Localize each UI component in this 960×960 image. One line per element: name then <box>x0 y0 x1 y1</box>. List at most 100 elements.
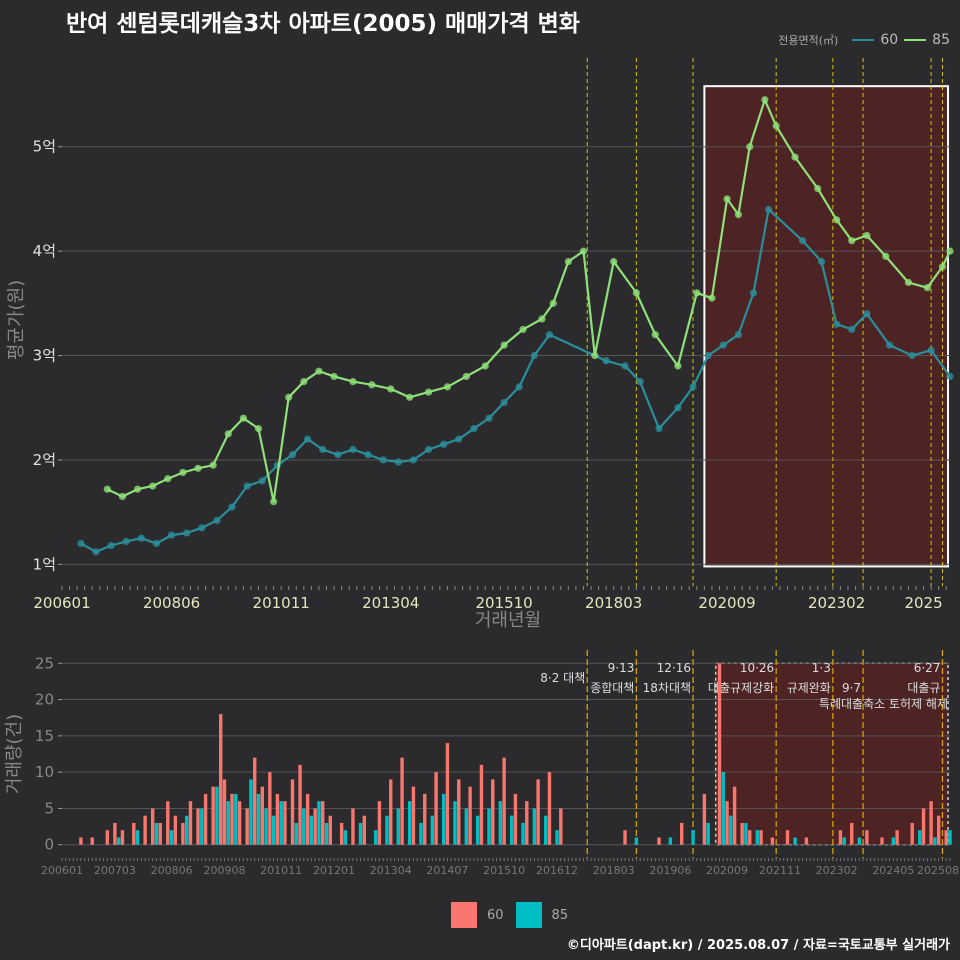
data-point-85 <box>224 430 232 438</box>
data-point-85 <box>579 247 588 255</box>
data-point-60 <box>515 383 523 391</box>
bar-85 <box>317 801 321 845</box>
legend-label-85: 85 <box>932 32 950 48</box>
bar-85 <box>358 822 363 845</box>
data-point-85 <box>746 143 754 151</box>
bar-85 <box>918 830 922 845</box>
bar-85 <box>521 822 525 845</box>
bar-85 <box>842 837 846 845</box>
x-tick-label: 201011 <box>253 594 310 612</box>
data-point-60 <box>500 398 508 407</box>
bar-60 <box>491 779 495 845</box>
x-tick-label: 201510 <box>475 594 532 612</box>
policy-label: 6·27 <box>914 661 941 675</box>
policy-label: 10·26 <box>740 661 774 675</box>
data-point-60 <box>288 451 297 459</box>
bar-85 <box>706 822 710 845</box>
bar-85 <box>487 808 491 845</box>
bar-60 <box>321 801 325 845</box>
bar-60 <box>120 830 125 845</box>
data-point-85 <box>270 498 278 506</box>
data-point-60 <box>908 351 916 360</box>
bar-60 <box>468 786 472 845</box>
y-axis-label: 평균가(원) <box>6 280 27 360</box>
data-point-60 <box>183 529 191 537</box>
data-point-85 <box>443 383 452 391</box>
data-point-60 <box>213 516 221 525</box>
data-point-85 <box>330 372 338 381</box>
data-point-85 <box>387 385 395 393</box>
data-point-60 <box>863 310 871 318</box>
bar-60 <box>275 793 280 845</box>
bar-85 <box>498 801 503 845</box>
bar-85 <box>249 779 253 845</box>
data-point-85 <box>734 211 742 219</box>
bar-85 <box>634 837 639 845</box>
bar-60 <box>143 815 147 845</box>
data-point-60 <box>689 383 697 391</box>
bar-60 <box>865 830 869 845</box>
data-point-85 <box>564 257 572 266</box>
policy-label-sub: 종합대책 <box>590 680 634 695</box>
bar-85 <box>721 772 725 845</box>
x-tick-label: 2025 <box>904 594 942 612</box>
data-point-85 <box>904 278 913 287</box>
bar-85 <box>453 801 457 845</box>
data-point-85 <box>708 294 716 302</box>
bar-60 <box>759 830 763 845</box>
data-point-60 <box>946 372 954 381</box>
bar-85 <box>264 808 268 845</box>
highlight-box <box>703 85 950 568</box>
legend-title: 전용면적(㎡) <box>778 34 839 47</box>
data-point-60 <box>833 320 841 328</box>
bar-60 <box>880 837 884 845</box>
data-point-60 <box>258 477 266 485</box>
data-point-85 <box>209 461 217 469</box>
bar-85 <box>302 808 306 845</box>
data-point-60 <box>719 341 727 349</box>
bar-60 <box>929 801 933 845</box>
data-point-60 <box>455 435 463 443</box>
bar-85 <box>184 815 189 845</box>
data-point-60 <box>319 445 327 454</box>
volume-chart: 0 5 10 15 20 25 8·2 대책 9·13 종합대책 12·16 18차대책 10·26 대… <box>4 650 959 877</box>
bar-85 <box>226 801 230 845</box>
page-title: 반여 센텀롯데캐슬3차 아파트(2005) 매매가격 변화 <box>66 11 580 37</box>
data-point-60 <box>674 404 682 412</box>
policy-label: 9·13 <box>608 661 635 675</box>
bar-60 <box>268 772 272 845</box>
data-point-85 <box>103 485 111 493</box>
data-point-85 <box>368 381 376 389</box>
data-point-85 <box>814 184 822 193</box>
bar-85 <box>324 822 329 845</box>
x-tick-label: 201304 <box>362 594 419 612</box>
source-footer: ©디아파트(dapt.kr) / 2025.08.07 / 자료=국토교통부 실… <box>566 938 950 953</box>
bar-60 <box>445 743 450 845</box>
bar-60 <box>166 801 170 845</box>
data-point-60 <box>749 289 758 297</box>
x-tick-label: 202302 <box>808 594 865 612</box>
data-point-85 <box>923 284 931 292</box>
bar-85 <box>729 815 733 845</box>
bar-85 <box>948 830 952 845</box>
data-point-85 <box>833 216 841 224</box>
data-point-85 <box>863 231 871 240</box>
bar-60 <box>351 808 355 845</box>
data-point-85 <box>349 378 357 386</box>
bar-85 <box>154 822 159 845</box>
y-tick-label: 20 <box>35 691 54 709</box>
series-line-60 <box>80 207 951 554</box>
bar-85 <box>396 808 401 845</box>
x-tick-label: 202009 <box>698 594 755 612</box>
policy-extra-label: 특례대출축소 토허제 해제 <box>819 697 948 711</box>
bar-85 <box>543 815 548 845</box>
bar-60 <box>196 808 200 845</box>
policy-label: 12·16 <box>657 661 691 675</box>
x-tick-label: 200806 <box>151 864 193 877</box>
data-point-85 <box>538 315 546 323</box>
x-tick-label: 200601 <box>41 864 83 877</box>
policy-label-sub: 18차대책 <box>643 680 691 695</box>
data-point-85 <box>848 237 856 245</box>
bar-60 <box>423 793 427 845</box>
bar-85 <box>419 822 423 845</box>
